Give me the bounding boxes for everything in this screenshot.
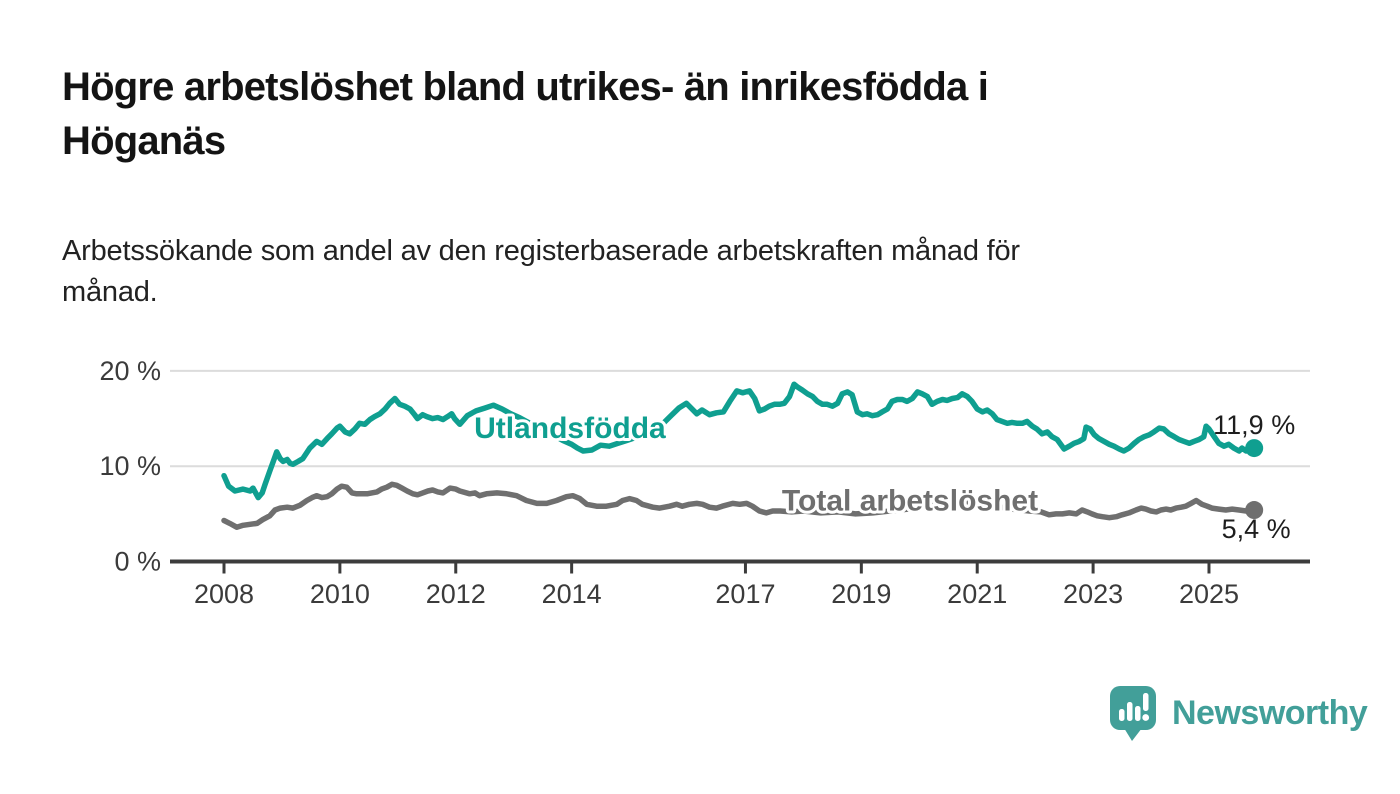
newsworthy-logo-icon [1110,686,1156,741]
x-axis-label-2014: 2014 [542,579,602,609]
x-axis-label-2019: 2019 [831,579,891,609]
title-line-2: Höganäs [62,119,226,163]
y-axis-label-10: 10 % [99,451,161,481]
subtitle-line-2: månad. [62,276,158,308]
x-axis-label-2025: 2025 [1179,579,1239,609]
subtitle-line-1: Arbetssökande som andel av den registerb… [62,235,1020,267]
series-line-utlandsfodda [221,381,1257,501]
series-label-total: Total arbetslöshet [782,485,1038,518]
series-label-utlandsfodda: Utlandsfödda [474,412,666,445]
newsworthy-logo: Newsworthy [1108,684,1368,742]
x-axis-label-2021: 2021 [947,579,1007,609]
x-axis-label-2012: 2012 [426,579,486,609]
chart-subtitle: Arbetssökande som andel av den registerb… [62,231,1302,313]
end-value-label-utlandsfodda: 11,9 % [1213,410,1295,440]
x-axis-label-2023: 2023 [1063,579,1123,609]
series-line-total [221,481,1257,530]
series-end-dot-total [1245,501,1264,520]
end-value-label-total: 5,4 % [1222,514,1291,544]
x-axis-label-2017: 2017 [715,579,775,609]
x-axis-label-2008: 2008 [194,579,254,609]
x-axis-label-2010: 2010 [310,579,370,609]
title-line-1: Högre arbetslöshet bland utrikes- än inr… [62,65,989,109]
y-axis-label-0: 0 % [114,547,161,577]
newsworthy-logo-text: Newsworthy [1172,694,1368,732]
y-axis-label-20: 20 % [99,356,161,386]
series-end-dot-utlandsfodda [1245,439,1264,458]
page-title: Högre arbetslöshet bland utrikes- än inr… [62,60,1302,168]
